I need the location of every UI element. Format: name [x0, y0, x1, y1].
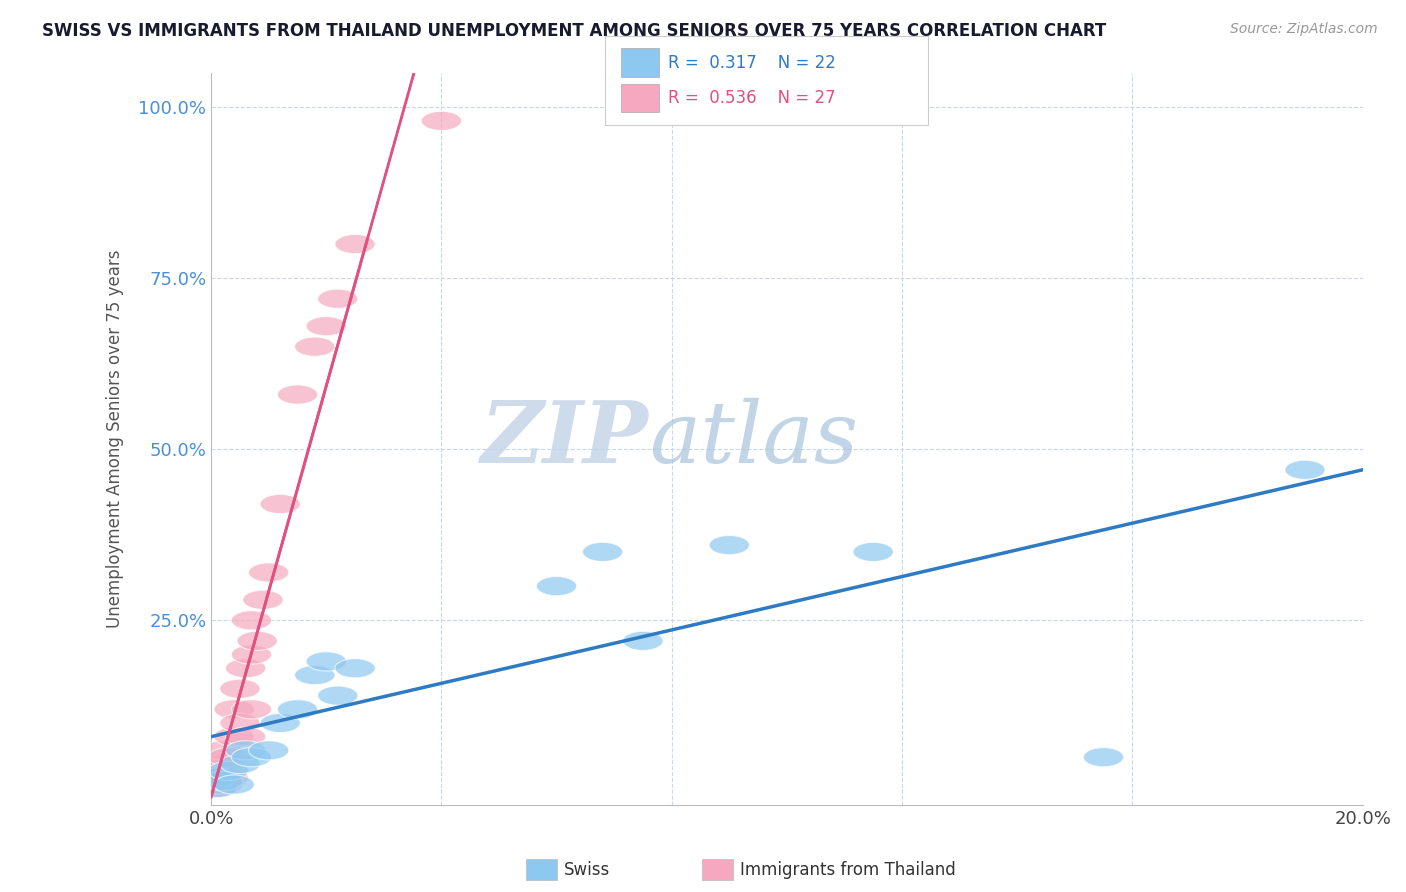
Ellipse shape — [1084, 747, 1123, 767]
Ellipse shape — [232, 699, 271, 719]
Text: SWISS VS IMMIGRANTS FROM THAILAND UNEMPLOYMENT AMONG SENIORS OVER 75 YEARS CORRE: SWISS VS IMMIGRANTS FROM THAILAND UNEMPL… — [42, 22, 1107, 40]
Ellipse shape — [202, 775, 243, 794]
Ellipse shape — [197, 779, 238, 797]
Ellipse shape — [422, 112, 461, 130]
Ellipse shape — [537, 576, 576, 596]
Ellipse shape — [307, 317, 346, 335]
Ellipse shape — [1285, 460, 1324, 479]
Text: Source: ZipAtlas.com: Source: ZipAtlas.com — [1230, 22, 1378, 37]
Text: ZIP: ZIP — [481, 397, 648, 481]
Y-axis label: Unemployment Among Seniors over 75 years: Unemployment Among Seniors over 75 years — [107, 250, 124, 628]
Text: Swiss: Swiss — [564, 861, 610, 879]
Text: R =  0.536    N = 27: R = 0.536 N = 27 — [668, 89, 835, 107]
Text: Immigrants from Thailand: Immigrants from Thailand — [740, 861, 955, 879]
Ellipse shape — [197, 768, 238, 788]
Ellipse shape — [277, 699, 318, 719]
Ellipse shape — [197, 768, 238, 788]
Text: R =  0.317    N = 22: R = 0.317 N = 22 — [668, 54, 835, 71]
Ellipse shape — [623, 632, 664, 650]
Ellipse shape — [853, 542, 893, 561]
Ellipse shape — [225, 727, 266, 747]
Ellipse shape — [335, 235, 375, 253]
Ellipse shape — [197, 775, 238, 794]
Ellipse shape — [582, 542, 623, 561]
Text: atlas: atlas — [648, 398, 858, 481]
Ellipse shape — [214, 727, 254, 747]
Ellipse shape — [232, 611, 271, 630]
Ellipse shape — [208, 761, 249, 780]
Ellipse shape — [318, 289, 359, 309]
Ellipse shape — [219, 755, 260, 773]
Ellipse shape — [295, 665, 335, 685]
Ellipse shape — [260, 714, 301, 732]
Ellipse shape — [232, 645, 271, 665]
Ellipse shape — [219, 679, 260, 698]
Ellipse shape — [197, 779, 238, 797]
Ellipse shape — [238, 632, 277, 650]
Ellipse shape — [219, 714, 260, 732]
Ellipse shape — [225, 658, 266, 678]
Ellipse shape — [318, 686, 359, 706]
Ellipse shape — [335, 658, 375, 678]
Ellipse shape — [243, 591, 283, 609]
Ellipse shape — [249, 740, 288, 760]
Ellipse shape — [214, 699, 254, 719]
Ellipse shape — [277, 385, 318, 404]
Ellipse shape — [260, 494, 301, 514]
Ellipse shape — [295, 337, 335, 356]
Ellipse shape — [202, 740, 243, 760]
Ellipse shape — [307, 652, 346, 671]
Ellipse shape — [225, 740, 266, 760]
Ellipse shape — [249, 563, 288, 582]
Ellipse shape — [208, 747, 249, 767]
Ellipse shape — [202, 755, 243, 773]
Ellipse shape — [208, 768, 249, 788]
Ellipse shape — [214, 775, 254, 794]
Ellipse shape — [232, 747, 271, 767]
Ellipse shape — [709, 535, 749, 555]
Ellipse shape — [202, 772, 243, 790]
